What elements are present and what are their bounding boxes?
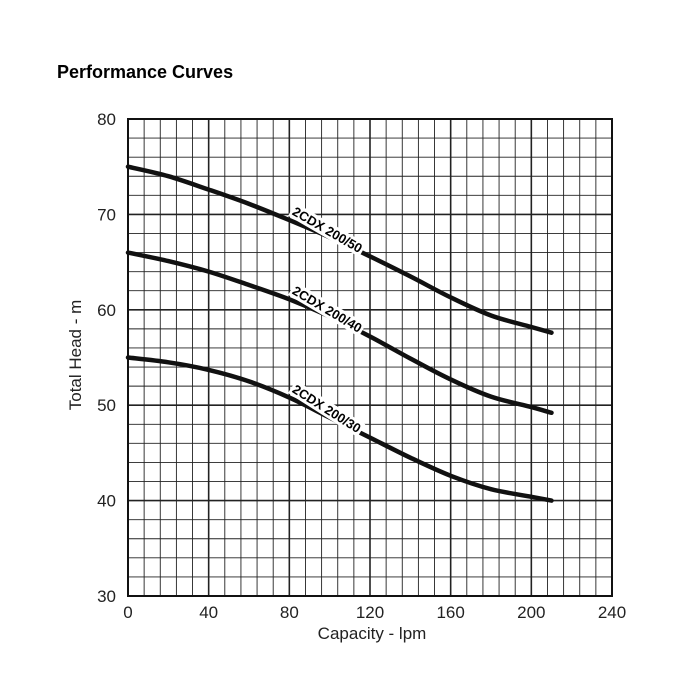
chart-title: Performance Curves bbox=[57, 62, 234, 82]
y-tick-label: 80 bbox=[97, 110, 116, 129]
series-line bbox=[125, 355, 554, 503]
y-tick-label: 50 bbox=[97, 396, 116, 415]
series-label-bg bbox=[288, 202, 367, 257]
y-axis-label: Total Head - m bbox=[66, 300, 85, 411]
series-label: 2CDX 200/30 bbox=[290, 381, 364, 435]
x-tick-label: 240 bbox=[598, 603, 626, 622]
series-label-bg bbox=[288, 281, 367, 337]
y-tick-label: 70 bbox=[97, 205, 116, 224]
x-axis-label: Capacity - lpm bbox=[318, 624, 427, 643]
series-label-group: 2CDX 200/50 bbox=[288, 202, 367, 257]
x-tick-label: 0 bbox=[123, 603, 132, 622]
series-line bbox=[125, 250, 554, 416]
x-tick-label: 200 bbox=[517, 603, 545, 622]
x-tick-label: 160 bbox=[436, 603, 464, 622]
y-tick-label: 60 bbox=[97, 301, 116, 320]
x-tick-label: 40 bbox=[199, 603, 218, 622]
tick-labels: 0 40 80 120 160 200 240 30 40 50 60 70 80 bbox=[97, 110, 626, 622]
series-label-bg bbox=[288, 380, 366, 438]
x-tick-label: 80 bbox=[280, 603, 299, 622]
grid bbox=[127, 118, 613, 597]
y-tick-label: 30 bbox=[97, 587, 116, 606]
y-tick-label: 40 bbox=[97, 492, 116, 511]
x-tick-label: 120 bbox=[356, 603, 384, 622]
